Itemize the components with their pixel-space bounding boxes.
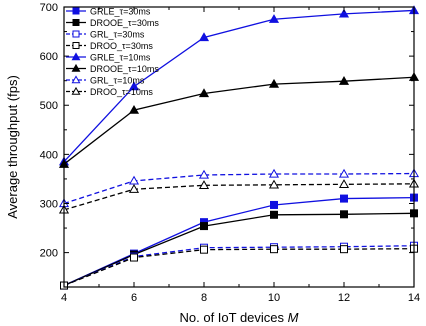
- data-point: [270, 245, 278, 254]
- data-point: [130, 253, 138, 262]
- data-point: [270, 210, 278, 219]
- series-line: [63, 212, 415, 287]
- series-group: [60, 244, 418, 290]
- series-line: [63, 76, 415, 165]
- x-tick-label: 14: [408, 292, 420, 304]
- legend-label: GRL_τ=10ms: [90, 76, 145, 86]
- y-tick-label: 300: [40, 198, 58, 210]
- legend-marker: [71, 75, 81, 84]
- legend-marker: [72, 30, 80, 38]
- x-tick-label: 10: [268, 292, 280, 304]
- data-point: [268, 78, 280, 88]
- x-tick-label: 12: [338, 292, 350, 304]
- y-tick-label: 600: [40, 51, 58, 63]
- y-axis-label: Average throughput (fps): [5, 75, 20, 219]
- y-tick-label: 700: [40, 2, 58, 14]
- legend-label: GRLE_τ=30ms: [90, 7, 151, 17]
- legend-marker: [72, 7, 80, 15]
- axes-layer: 4 6 8 10 12 14 200 300 400 500 600 700: [40, 2, 420, 304]
- data-point: [200, 222, 208, 231]
- y-tick-label: 500: [40, 100, 58, 112]
- legend-label: DROO_τ=10ms: [90, 87, 153, 97]
- data-point: [268, 14, 280, 23]
- data-point: [338, 75, 350, 85]
- data-point: [198, 180, 210, 189]
- y-tick-label: 400: [40, 149, 58, 161]
- data-point: [340, 210, 348, 219]
- series-line: [63, 183, 415, 211]
- legend-label: DROO_τ=30ms: [90, 41, 153, 51]
- x-tick-label: 6: [131, 292, 137, 304]
- series-line: [63, 245, 415, 287]
- data-point: [198, 88, 210, 98]
- data-point: [270, 200, 278, 209]
- data-point: [198, 169, 210, 179]
- x-tick-label: 4: [61, 292, 67, 304]
- series-layer: [58, 5, 420, 290]
- data-point: [128, 104, 140, 114]
- series-line: [63, 172, 415, 205]
- series-line: [63, 9, 415, 163]
- data-point: [128, 81, 140, 91]
- x-tick-label: 8: [201, 292, 207, 304]
- series-group: [58, 168, 420, 208]
- series-group: [58, 72, 420, 168]
- series-line: [63, 248, 415, 287]
- data-point: [268, 179, 280, 189]
- x-axis-label-text: No. of IoT devices: [180, 310, 288, 325]
- data-point: [268, 168, 280, 178]
- series-group: [58, 178, 420, 214]
- y-tick-label: 200: [40, 248, 58, 260]
- legend-label: GRLE_τ=10ms: [90, 53, 151, 63]
- legend-marker: [71, 63, 81, 72]
- data-point: [338, 8, 350, 18]
- data-point: [200, 245, 208, 254]
- data-point: [198, 32, 210, 42]
- legend-label: DROOE_τ=10ms: [90, 64, 159, 74]
- x-axis-label-symbol: M: [288, 310, 299, 325]
- series-group: [60, 193, 418, 290]
- legend-label: DROOE_τ=30ms: [90, 18, 159, 28]
- series-line: [63, 196, 415, 287]
- data-point: [340, 245, 348, 254]
- data-point: [128, 184, 140, 193]
- legend-marker: [71, 52, 81, 61]
- data-point: [340, 194, 348, 203]
- legend-marker: [72, 42, 80, 49]
- legend-label: GRL_τ=30ms: [90, 30, 145, 40]
- legend-marker: [72, 19, 80, 26]
- data-point: [338, 168, 350, 178]
- data-point: [338, 179, 350, 188]
- x-axis-label: No. of IoT devices M: [180, 310, 299, 325]
- legend: GRLE_τ=30msDROOE_τ=30msGRL_τ=30msDROO_τ=…: [66, 7, 159, 97]
- legend-marker: [71, 86, 81, 95]
